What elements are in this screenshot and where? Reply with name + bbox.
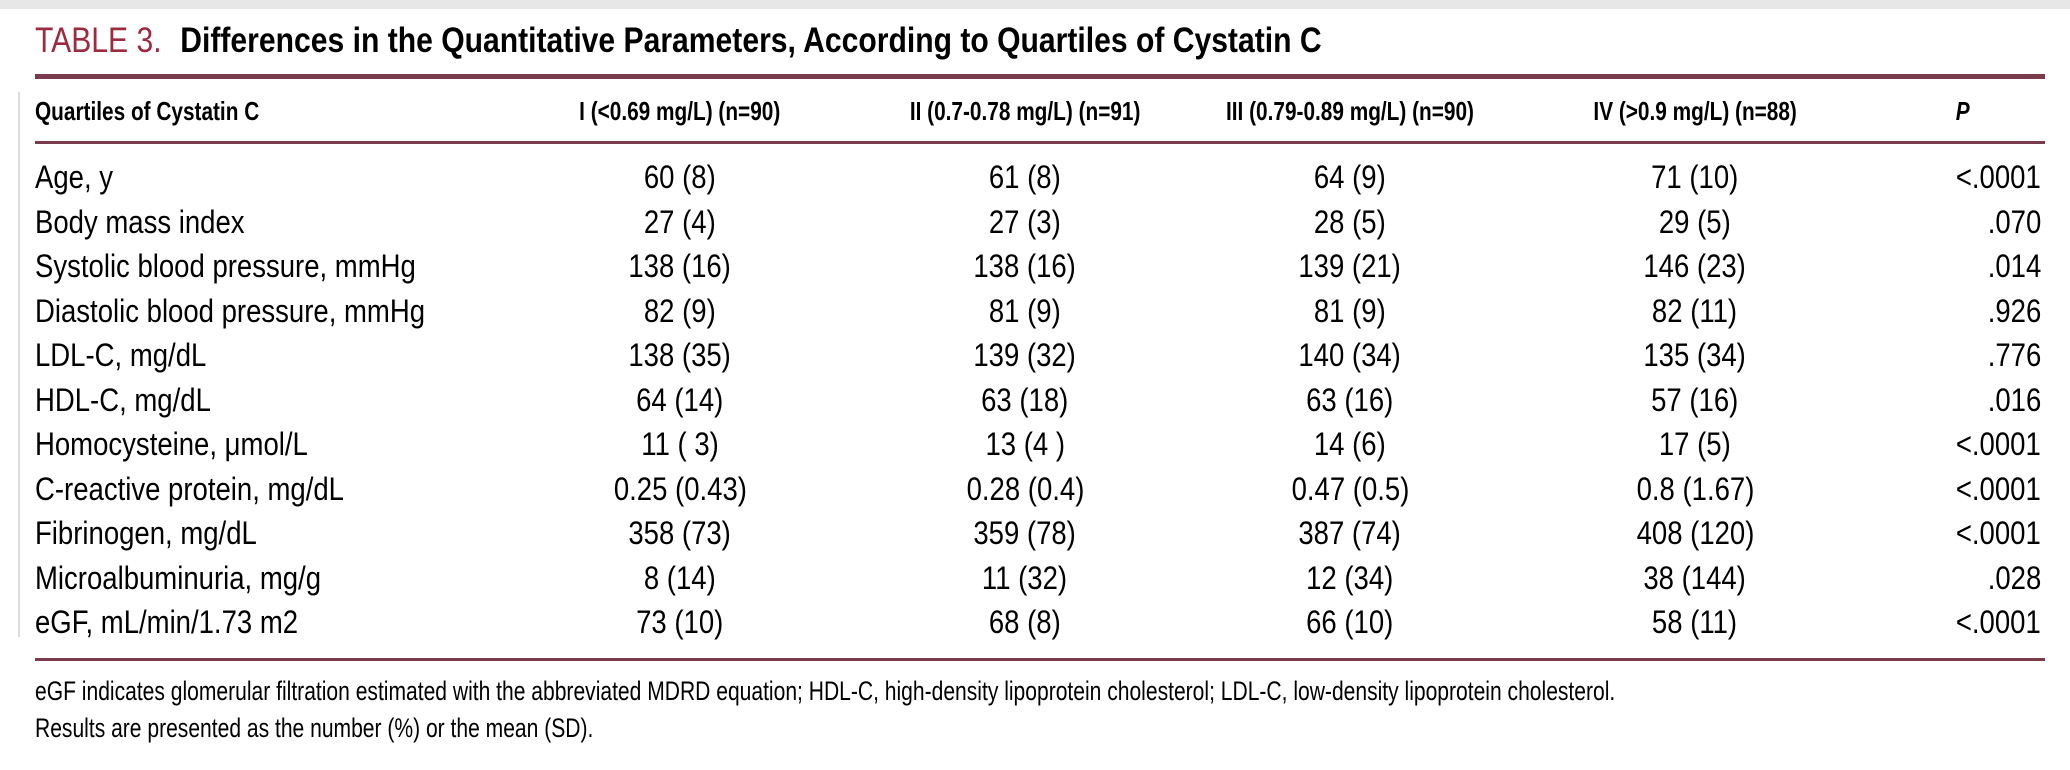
- table-row: Systolic blood pressure, mmHg 138 (16) 1…: [35, 244, 2045, 289]
- parameter-cell: eGF, mL/min/1.73 m2: [35, 600, 500, 661]
- header-quartile-2: II (0.7-0.78 mg/L) (n=91): [860, 79, 1190, 144]
- parameter-cell: LDL-C, mg/dL: [35, 337, 207, 373]
- value-cell-q4: 0.8 (1.67): [1636, 470, 1754, 507]
- p-value-cell: .016: [1987, 381, 2041, 418]
- value-cell-q1: 8 (14): [644, 559, 716, 596]
- value-cell-q2: 81 (9): [989, 292, 1061, 329]
- p-value-cell: <.0001: [1956, 515, 2041, 551]
- p-value-cell: <.0001: [1956, 470, 2041, 507]
- value-cell-q1: 73 (10): [500, 600, 860, 661]
- value-cell-q3: 139 (21): [1298, 248, 1402, 284]
- table-header: Quartiles of Cystatin C I (<0.69 mg/L) (…: [35, 79, 2045, 144]
- p-value-cell: <.0001: [1956, 426, 2041, 462]
- table-row: Fibrinogen, mg/dL 358 (73) 359 (78) 387 …: [35, 511, 2045, 556]
- data-table: Quartiles of Cystatin C I (<0.69 mg/L) (…: [35, 79, 2045, 661]
- table-row: Microalbuminuria, mg/g 8 (14) 11 (32) 12…: [35, 556, 2045, 601]
- value-cell-q1: 0.25 (0.43): [613, 470, 747, 507]
- value-cell-q4: 38 (144): [1643, 559, 1747, 596]
- value-cell-q4: 17 (5): [1659, 426, 1731, 462]
- value-cell-q2: 63 (18): [981, 381, 1069, 418]
- table-title-inner: TABLE 3. Differences in the Quantitative…: [35, 18, 1322, 64]
- table-row: Diastolic blood pressure, mmHg 82 (9) 81…: [35, 289, 2045, 334]
- value-cell-q3: 12 (34): [1306, 559, 1394, 596]
- value-cell-q4: 58 (11): [1510, 600, 1880, 661]
- header-quartile-4: IV (>0.9 mg/L) (n=88): [1510, 79, 1880, 144]
- value-cell-q2: 13 (4 ): [985, 426, 1065, 462]
- value-cell-q4: 71 (10): [1651, 159, 1739, 195]
- table-rule-top: [35, 74, 2045, 79]
- value-cell-q3: 14 (6): [1314, 426, 1386, 462]
- table-title-line: TABLE 3. Differences in the Quantitative…: [35, 18, 2045, 64]
- header-quartile-3: III (0.79-0.89 mg/L) (n=90): [1190, 79, 1510, 144]
- value-cell-q2: 27 (3): [989, 203, 1061, 240]
- value-cell-q1: 358 (73): [628, 515, 732, 551]
- table-body: Age, y 60 (8) 61 (8) 64 (9) 71 (10) <.00…: [35, 143, 2045, 661]
- scan-edge-top: [0, 0, 2070, 9]
- p-value-cell: <.0001: [1880, 600, 2045, 661]
- parameter-cell: Microalbuminuria, mg/g: [35, 559, 322, 596]
- value-cell-q1: 11 ( 3): [641, 426, 719, 462]
- footnote-abbreviations: eGF indicates glomerular filtration esti…: [35, 675, 1616, 706]
- parameter-cell: Age, y: [35, 159, 114, 195]
- p-value-cell: .926: [1987, 292, 2041, 329]
- parameter-cell: Fibrinogen, mg/dL: [35, 515, 257, 551]
- value-cell-q4: 146 (23): [1643, 248, 1747, 284]
- value-cell-q2: 359 (78): [973, 515, 1077, 551]
- table-row: Age, y 60 (8) 61 (8) 64 (9) 71 (10) <.00…: [35, 143, 2045, 200]
- value-cell-q2: 11 (32): [982, 559, 1068, 596]
- p-value-cell: .028: [1987, 559, 2041, 596]
- table-row: HDL-C, mg/dL 64 (14) 63 (18) 63 (16) 57 …: [35, 378, 2045, 423]
- value-cell-q4: 57 (16): [1651, 381, 1739, 418]
- value-cell-q4: 408 (120): [1636, 515, 1754, 551]
- value-cell-q3: 387 (74): [1298, 515, 1402, 551]
- table-caption: Differences in the Quantitative Paramete…: [180, 21, 1322, 60]
- value-cell-q3: 140 (34): [1298, 337, 1402, 373]
- value-cell-q3: 63 (16): [1306, 381, 1394, 418]
- value-cell-q3: 64 (9): [1314, 159, 1386, 195]
- p-value-cell: .070: [1987, 203, 2041, 240]
- table-number-label: TABLE 3.: [35, 21, 162, 60]
- p-value-cell: .776: [1987, 337, 2041, 373]
- header-p-value: P: [1880, 79, 2045, 144]
- parameter-cell: HDL-C, mg/dL: [35, 381, 211, 418]
- header-quartiles: Quartiles of Cystatin C: [35, 79, 500, 144]
- table-row: eGF, mL/min/1.73 m2 73 (10) 68 (8) 66 (1…: [35, 600, 2045, 661]
- value-cell-q2: 139 (32): [973, 337, 1077, 373]
- table-row: LDL-C, mg/dL 138 (35) 139 (32) 140 (34) …: [35, 333, 2045, 378]
- value-cell-q2: 61 (8): [989, 159, 1061, 195]
- value-cell-q3: 81 (9): [1314, 292, 1386, 329]
- table-row: C-reactive protein, mg/dL 0.25 (0.43) 0.…: [35, 467, 2045, 512]
- value-cell-q1: 82 (9): [644, 292, 716, 329]
- value-cell-q4: 82 (11): [1652, 292, 1738, 329]
- p-value-cell: .014: [1987, 248, 2041, 284]
- footnote-presentation: Results are presented as the number (%) …: [35, 712, 594, 743]
- value-cell-q2: 138 (16): [973, 248, 1077, 284]
- value-cell-q1: 138 (35): [628, 337, 732, 373]
- table-footnote: eGF indicates glomerular filtration esti…: [35, 673, 2045, 747]
- header-quartile-1: I (<0.69 mg/L) (n=90): [500, 79, 860, 144]
- value-cell-q2: 0.28 (0.4): [966, 470, 1084, 507]
- parameter-cell: C-reactive protein, mg/dL: [35, 470, 344, 507]
- value-cell-q3: 28 (5): [1314, 203, 1386, 240]
- parameter-cell: Diastolic blood pressure, mmHg: [35, 292, 426, 329]
- value-cell-q4: 29 (5): [1659, 203, 1731, 240]
- value-cell-q3: 66 (10): [1190, 600, 1510, 661]
- value-cell-q2: 68 (8): [860, 600, 1190, 661]
- table-row: Body mass index 27 (4) 27 (3) 28 (5) 29 …: [35, 200, 2045, 245]
- value-cell-q1: 60 (8): [644, 159, 716, 195]
- scan-edge-left: [18, 92, 20, 637]
- value-cell-q3: 0.47 (0.5): [1291, 470, 1409, 507]
- value-cell-q1: 64 (14): [636, 381, 724, 418]
- value-cell-q1: 138 (16): [628, 248, 732, 284]
- parameter-cell: Systolic blood pressure, mmHg: [35, 248, 416, 284]
- p-value-cell: <.0001: [1956, 159, 2041, 195]
- parameter-cell: Body mass index: [35, 203, 245, 240]
- value-cell-q1: 27 (4): [644, 203, 716, 240]
- value-cell-q4: 135 (34): [1643, 337, 1747, 373]
- parameter-cell: Homocysteine, μmol/L: [35, 426, 308, 462]
- table-header-row: Quartiles of Cystatin C I (<0.69 mg/L) (…: [35, 79, 2045, 144]
- table-content: TABLE 3. Differences in the Quantitative…: [35, 10, 2045, 747]
- table-row: Homocysteine, μmol/L 11 ( 3) 13 (4 ) 14 …: [35, 422, 2045, 467]
